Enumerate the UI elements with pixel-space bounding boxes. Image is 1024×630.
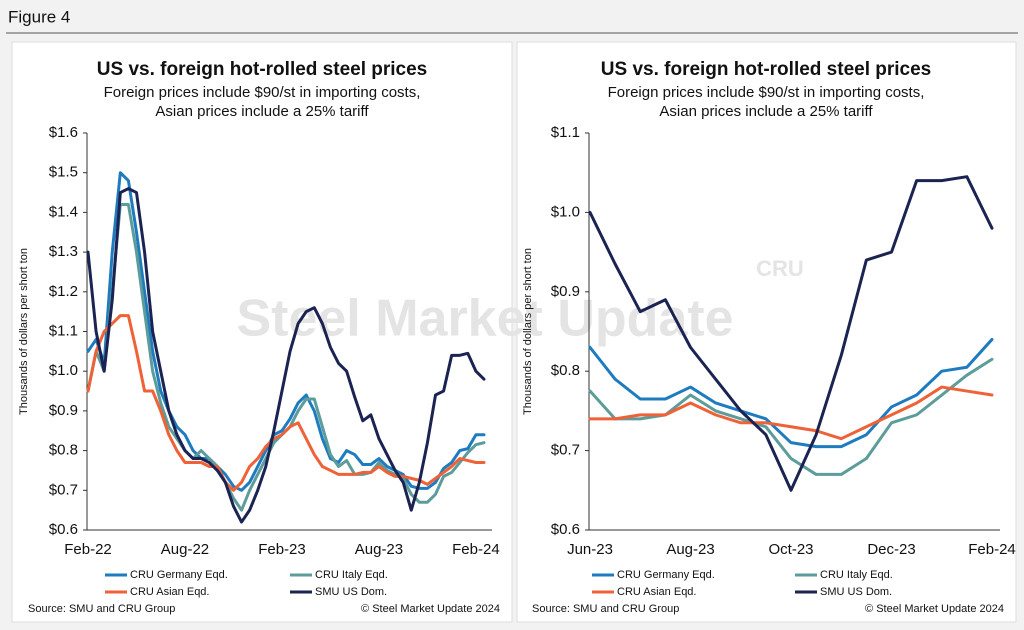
legend-label: SMU US Dom. <box>820 586 892 598</box>
y-tick-label: $0.8 <box>551 362 580 379</box>
legend-label: CRU Asian Eqd. <box>617 586 696 598</box>
x-tick-label: Aug-23 <box>355 541 403 558</box>
y-tick-label: $0.8 <box>49 442 78 459</box>
y-tick-label: $1.0 <box>49 362 78 379</box>
y-tick-label: $0.7 <box>551 442 580 459</box>
legend-label: SMU US Dom. <box>315 586 387 598</box>
legend-label: CRU Germany Eqd. <box>130 569 228 581</box>
legend-label: CRU Italy Eqd. <box>820 569 893 581</box>
chart-subtitle: Foreign prices include $90/st in importi… <box>608 84 925 101</box>
chart-subtitle: Asian prices include a 25% tariff <box>155 103 369 120</box>
y-tick-label: $1.1 <box>49 322 78 339</box>
source: Source: SMU and CRU Group <box>28 603 175 615</box>
panel <box>516 41 1017 623</box>
x-tick-label: Aug-22 <box>161 541 209 558</box>
series-line <box>588 385 994 441</box>
source: Source: SMU and CRU Group <box>532 603 679 615</box>
chart-subtitle: Foreign prices include $90/st in importi… <box>104 84 421 101</box>
x-tick-label: Feb-22 <box>64 541 112 558</box>
y-tick-label: $1.4 <box>49 203 78 220</box>
chart-title: US vs. foreign hot-rolled steel prices <box>601 59 931 80</box>
legend-label: CRU Asian Eqd. <box>130 586 209 598</box>
legend-label: CRU Italy Eqd. <box>315 569 388 581</box>
y-tick-label: $0.9 <box>551 283 580 300</box>
copyright: © Steel Market Update 2024 <box>361 603 500 615</box>
y-tick-label: $0.9 <box>49 402 78 419</box>
x-tick-label: Feb-23 <box>258 541 306 558</box>
x-tick-label: Dec-23 <box>867 541 915 558</box>
y-axis-label: Thousands of dollars per short ton <box>522 248 534 415</box>
y-tick-label: $1.2 <box>49 283 78 300</box>
y-tick-label: $1.0 <box>551 203 580 220</box>
x-tick-label: Oct-23 <box>768 541 813 558</box>
copyright: © Steel Market Update 2024 <box>865 603 1004 615</box>
y-tick-label: $0.6 <box>49 521 78 538</box>
series-line <box>86 187 486 524</box>
x-tick-label: Aug-23 <box>666 541 714 558</box>
series-line <box>86 314 486 492</box>
series-line <box>588 175 994 492</box>
series-line <box>588 337 994 449</box>
watermark-logo: CRU <box>756 256 804 281</box>
chart-title: US vs. foreign hot-rolled steel prices <box>97 59 427 80</box>
x-tick-label: Feb-24 <box>968 541 1016 558</box>
y-axis-label: Thousands of dollars per short ton <box>18 248 30 415</box>
x-tick-label: Feb-24 <box>452 541 500 558</box>
y-tick-label: $1.3 <box>49 243 78 260</box>
y-tick-label: $1.6 <box>49 124 78 141</box>
y-tick-label: $1.1 <box>551 124 580 141</box>
y-tick-label: $0.7 <box>49 481 78 498</box>
x-tick-label: Jun-23 <box>567 541 613 558</box>
chart-subtitle: Asian prices include a 25% tariff <box>659 103 873 120</box>
figure-label: Figure 4 <box>8 7 70 26</box>
y-tick-label: $1.5 <box>49 164 78 181</box>
watermark: Steel Market Update <box>236 290 733 348</box>
y-tick-label: $0.6 <box>551 521 580 538</box>
legend-label: CRU Germany Eqd. <box>617 569 715 581</box>
